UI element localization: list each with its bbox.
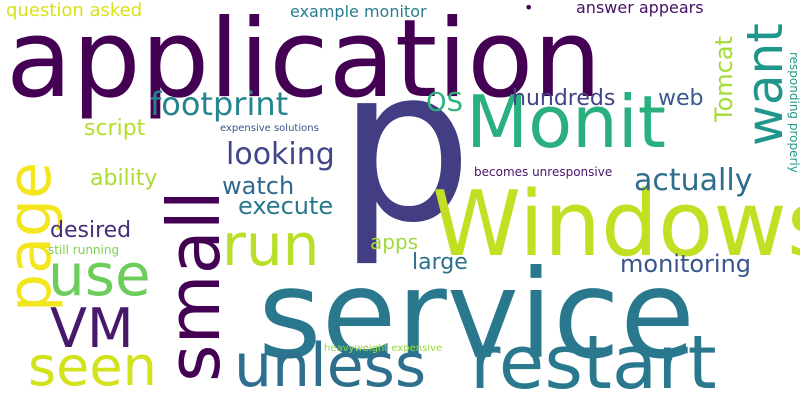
word-windows: Windows <box>432 172 800 277</box>
word-question-asked: question asked <box>6 0 143 21</box>
word-apps: apps <box>370 230 419 254</box>
word-still-running: still running <box>48 243 120 257</box>
word-application: application <box>6 0 602 122</box>
word-expensive-solutions: expensive solutions <box>220 123 319 134</box>
word-seen: seen <box>28 335 157 398</box>
word-becomes-unresponsive: becomes unresponsive <box>474 165 613 179</box>
word-actually: actually <box>634 163 753 198</box>
word-answer-appears: answer appears <box>576 0 704 17</box>
word-restart: restart <box>470 320 717 400</box>
word-run: run <box>222 211 320 279</box>
word-monit: Monit <box>466 80 667 164</box>
word-example-monitor: example monitor <box>290 2 427 21</box>
word-web: web <box>658 86 704 111</box>
word-large: large <box>412 250 468 275</box>
word-p: p <box>338 22 473 269</box>
word-responding-properly: responding properly <box>787 52 800 173</box>
word-want: want <box>736 23 794 146</box>
word-looking: looking <box>226 137 335 172</box>
word-hundreds: hundreds <box>512 86 616 111</box>
word-heavyweight-expensive: heavyweight expensive <box>324 343 443 354</box>
word-dot: • <box>524 0 534 17</box>
word-monitoring: monitoring <box>620 250 752 278</box>
word-unless: unless <box>234 331 427 400</box>
word-vm: VM <box>50 297 134 360</box>
word-service: service <box>258 244 696 386</box>
word-execute: execute <box>238 192 334 220</box>
word-desired: desired <box>50 218 132 243</box>
word-watch: watch <box>222 172 295 200</box>
word-script: script <box>84 116 146 141</box>
word-os: OS <box>426 88 463 118</box>
word-footprint: footprint <box>150 85 289 123</box>
word-use: use <box>48 241 151 309</box>
word-tomcat: Tomcat <box>710 36 738 122</box>
word-small: small <box>152 190 236 382</box>
word-ability: ability <box>90 166 158 191</box>
